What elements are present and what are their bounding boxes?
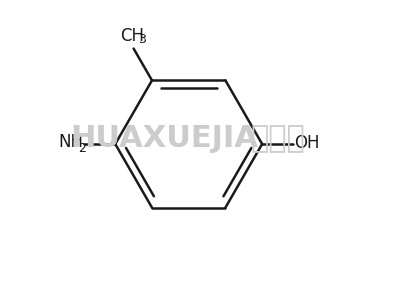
Text: CH: CH: [120, 27, 144, 45]
Text: OH: OH: [294, 134, 320, 151]
Text: NH: NH: [59, 133, 84, 151]
Text: 化学加: 化学加: [251, 124, 306, 153]
Text: 2: 2: [78, 142, 86, 155]
Text: HUAXUEJIA: HUAXUEJIA: [70, 124, 258, 153]
Text: 3: 3: [138, 33, 146, 46]
